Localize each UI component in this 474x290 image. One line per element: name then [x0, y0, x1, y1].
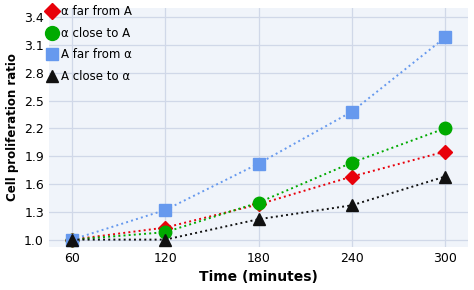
A far from α: [163, 208, 168, 212]
A close to α: [163, 238, 168, 241]
α close to A: [349, 161, 355, 164]
α far from A: [442, 150, 448, 153]
α close to A: [442, 127, 448, 130]
A close to α: [442, 175, 448, 178]
A close to α: [256, 218, 262, 221]
A far from α: [349, 110, 355, 113]
Line: A far from α: A far from α: [67, 32, 451, 245]
Legend: α far from A, α close to A, A far from α, A close to α: α far from A, α close to A, A far from α…: [49, 6, 131, 83]
α close to A: [163, 231, 168, 234]
α close to A: [256, 201, 262, 204]
Y-axis label: Cell proliferation ratio: Cell proliferation ratio: [6, 53, 18, 201]
X-axis label: Time (minutes): Time (minutes): [199, 271, 318, 284]
Line: α close to A: α close to A: [66, 122, 451, 246]
α far from A: [69, 238, 75, 241]
A close to α: [69, 238, 75, 241]
Line: α far from A: α far from A: [67, 147, 450, 244]
A far from α: [256, 162, 262, 165]
α far from A: [256, 203, 262, 206]
A far from α: [69, 238, 75, 241]
Line: A close to α: A close to α: [67, 171, 451, 245]
A close to α: [349, 204, 355, 207]
α far from A: [163, 226, 168, 229]
A far from α: [442, 36, 448, 39]
α far from A: [349, 175, 355, 178]
α close to A: [69, 238, 75, 241]
